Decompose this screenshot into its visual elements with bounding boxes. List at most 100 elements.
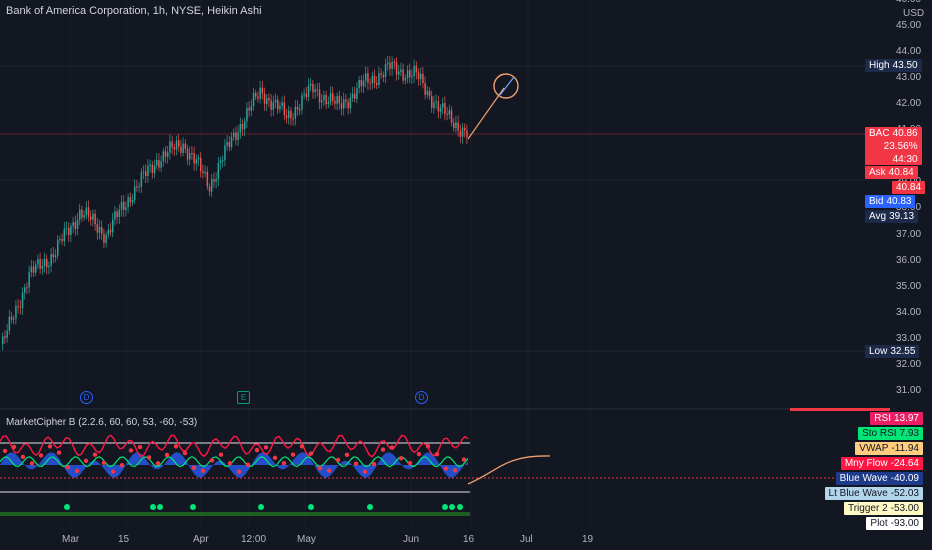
candle-body (206, 171, 209, 187)
indicator-value-tag: VWAP -11.94 (855, 442, 923, 455)
candle-body (39, 259, 41, 269)
candle-body (224, 145, 226, 161)
candle-body (294, 106, 297, 119)
cross-dot (20, 454, 26, 460)
candle-body (180, 146, 182, 153)
candle-body (57, 240, 59, 256)
candle-body (158, 160, 160, 168)
buy-signal-dot (442, 504, 448, 510)
candle-body (426, 90, 429, 95)
cross-dot (227, 461, 233, 466)
candle-body (466, 130, 468, 137)
candle-body (175, 140, 178, 150)
price-tag: BAC 40.86 23.56% 44:30 (865, 127, 922, 165)
indicator-tag-value: 13.97 (893, 413, 919, 424)
candle-body (288, 110, 290, 118)
candle-body (360, 79, 363, 87)
candle-body (96, 224, 99, 233)
price-tick-label: 36.00 (896, 254, 922, 266)
dividend-event-marker[interactable]: D (415, 391, 428, 404)
price-tag-value: 40.84 (896, 182, 922, 193)
candle-body (378, 73, 380, 85)
candle-body (59, 239, 61, 241)
candle-body (450, 110, 453, 123)
candle-body (48, 265, 50, 268)
candle-body (259, 87, 261, 99)
candle-body (211, 179, 213, 192)
cross-dot (407, 460, 413, 466)
blue-wave-area (0, 452, 468, 478)
candle-body (270, 100, 272, 110)
buy-signal-dot (457, 504, 463, 510)
candle-body (376, 82, 378, 85)
buy-signal-dot (258, 504, 264, 510)
candle-body (149, 164, 151, 166)
candle-body (109, 229, 112, 233)
cross-dot (74, 468, 80, 474)
candle-body (204, 171, 206, 174)
buy-signal-dot (367, 504, 373, 510)
cross-dot (137, 444, 143, 450)
candle-body (10, 316, 13, 320)
candle-body (50, 254, 52, 266)
candle-body (83, 214, 85, 218)
candle-body (402, 69, 404, 81)
candle-body (310, 83, 312, 86)
candle-body (125, 207, 127, 210)
trend-line-drawing (467, 87, 505, 140)
candle-body (316, 89, 319, 91)
candle-body (167, 152, 169, 157)
candle-body (464, 127, 466, 131)
candle-body (120, 201, 123, 210)
price-tag-key: Avg (869, 211, 887, 222)
candle-body (147, 165, 149, 176)
candle-body (116, 211, 118, 218)
candle-body (138, 186, 140, 188)
candle-body (422, 73, 424, 83)
candle-body (136, 186, 138, 188)
candle-body (230, 136, 233, 148)
indicator-tag-key: Sto RSI (862, 428, 897, 439)
buy-signal-dot (157, 504, 163, 510)
price-tag-value: 39.13 (889, 211, 915, 222)
candle-body (336, 96, 338, 104)
indicator-tag-value: 7.93 (899, 428, 919, 439)
candle-body (219, 160, 222, 163)
candle-body (70, 226, 72, 236)
candle-body (92, 213, 94, 220)
price-tag-extra: 44:30 (892, 154, 918, 165)
cross-dot (83, 458, 89, 463)
indicator-value-tag: Blue Wave -40.09 (835, 472, 923, 485)
candle-body (134, 186, 136, 201)
candle-body (142, 171, 145, 173)
price-tag-value: 40.84 (888, 167, 914, 178)
cross-dot (416, 451, 422, 457)
time-tick-label: 19 (582, 534, 594, 545)
price-tag-value: 40.83 (886, 196, 912, 207)
chart-drawings (467, 73, 519, 140)
candle-body (325, 95, 327, 105)
signal-strip (0, 512, 470, 516)
candle-body (391, 61, 393, 69)
indicator-tag-key: Mny Flow (844, 458, 888, 469)
candle-body (90, 216, 92, 220)
cross-dot (11, 444, 17, 450)
candle-body (17, 305, 19, 307)
candle-body (332, 93, 334, 101)
candle-body (367, 73, 369, 83)
cross-dot (56, 450, 62, 455)
earnings-event-marker[interactable]: E (237, 391, 250, 404)
candle-body (268, 98, 270, 101)
cross-dot (344, 452, 350, 458)
cross-dot (65, 465, 71, 470)
candle-body (281, 102, 283, 106)
indicator-tag-key: Plot (870, 518, 888, 529)
time-tick-label: Apr (193, 534, 209, 545)
candle-body (439, 107, 442, 112)
dividend-event-marker[interactable]: D (80, 391, 93, 404)
price-tick-label: 44.00 (896, 46, 922, 57)
chart-title: Bank of America Corporation, 1h, NYSE, H… (6, 5, 262, 17)
time-tick-label: 16 (463, 534, 475, 545)
candle-body (435, 101, 437, 103)
